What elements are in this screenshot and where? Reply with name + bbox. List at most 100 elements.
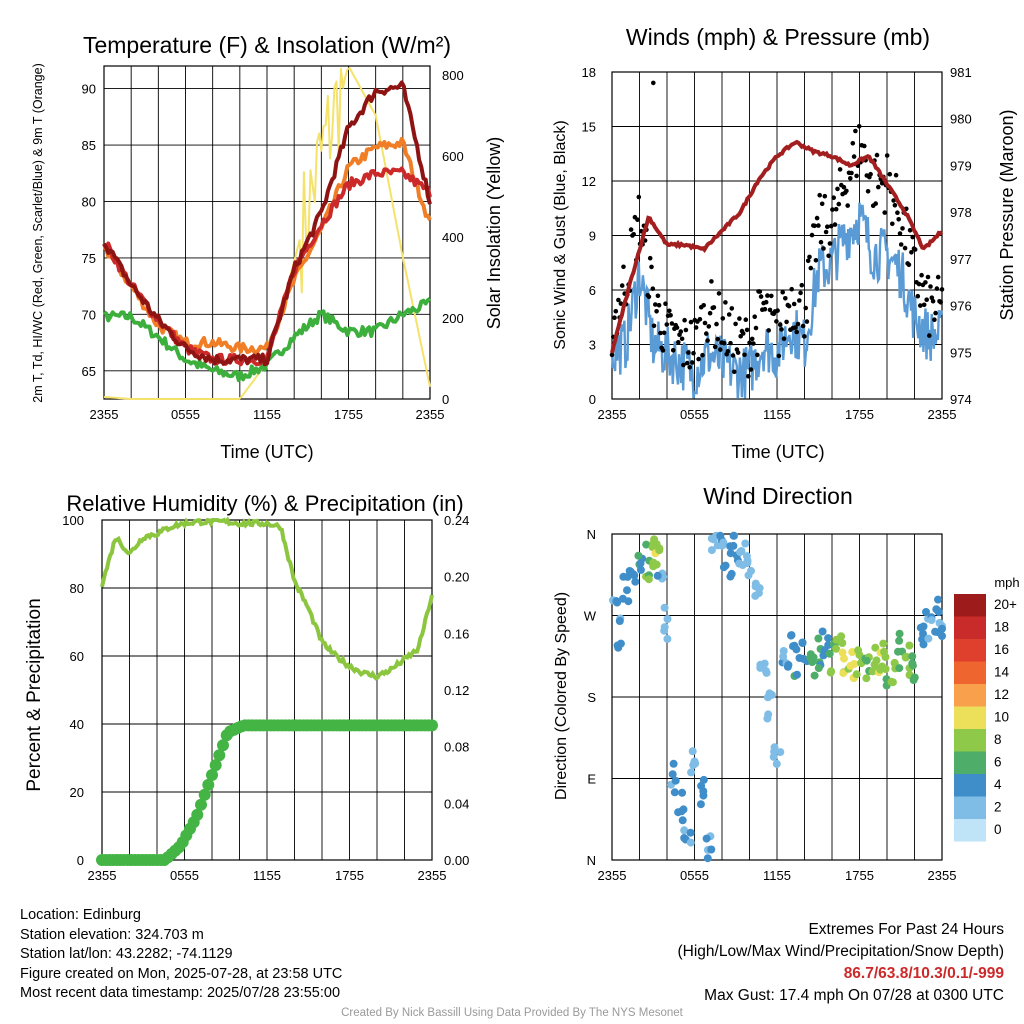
wind-gust-point bbox=[609, 352, 615, 358]
wind-gust-point bbox=[777, 322, 783, 328]
dir-point bbox=[776, 748, 785, 757]
wind-gust-point bbox=[733, 321, 738, 327]
dir-legend-label: 10 bbox=[994, 710, 1009, 725]
dir-point bbox=[772, 759, 781, 768]
wind-gust-point bbox=[938, 300, 943, 305]
temp-ytick-label: 90 bbox=[82, 82, 96, 97]
wind-gust-point bbox=[898, 242, 904, 247]
dir-xtick-label: 1755 bbox=[845, 868, 874, 883]
dir-point bbox=[895, 636, 904, 645]
rh-xtick-label: 0555 bbox=[170, 868, 199, 883]
dir-legend-swatch bbox=[954, 639, 986, 662]
wind-gust-point bbox=[893, 172, 899, 178]
dir-point bbox=[895, 664, 904, 673]
wind-gust-point bbox=[742, 352, 747, 358]
wind-gust-point bbox=[686, 350, 691, 355]
wind-gust-point bbox=[912, 247, 918, 252]
wind-y2tick-label: 981 bbox=[950, 65, 972, 80]
wind-gust-point bbox=[732, 369, 737, 375]
wind-gust-point bbox=[832, 222, 838, 227]
rh-ytick-label: 60 bbox=[70, 649, 84, 664]
wind-gust-point bbox=[654, 309, 659, 314]
wind-gust-point bbox=[747, 340, 752, 346]
wind-gust-point bbox=[751, 341, 756, 346]
temp-ylabel: 2m T, Td, HI/WC (Red, Green, Scarlet/Blu… bbox=[31, 63, 45, 402]
dir-point bbox=[809, 653, 818, 662]
wind-gust-point bbox=[711, 305, 717, 310]
dir-point bbox=[770, 747, 779, 756]
dir-legend-label: 16 bbox=[994, 642, 1009, 657]
wind-gust-point bbox=[814, 215, 820, 221]
wind-y2tick-label: 976 bbox=[950, 299, 972, 314]
wind-gust-point bbox=[753, 325, 759, 331]
wind-gust-point bbox=[933, 310, 938, 316]
wind-gust-point bbox=[776, 353, 782, 359]
wind-gust-point bbox=[915, 293, 921, 299]
wind-gust-point bbox=[835, 186, 840, 192]
wind-gust-point bbox=[767, 307, 773, 313]
wind-gust-point bbox=[688, 319, 694, 325]
station-location: Location: Edinburg bbox=[20, 907, 141, 923]
wind-ytick-label: 6 bbox=[589, 283, 596, 298]
dir-point bbox=[663, 634, 672, 643]
wind-ytick-label: 12 bbox=[582, 174, 596, 189]
wind-gust-point bbox=[612, 315, 617, 321]
wind-gust-point bbox=[636, 194, 642, 200]
wind-gust-point bbox=[631, 232, 636, 237]
dir-xtick-label: 2355 bbox=[928, 868, 957, 883]
wind-y2tick-label: 975 bbox=[950, 345, 972, 360]
rh-ytick-label: 80 bbox=[70, 581, 84, 596]
dir-point bbox=[680, 826, 689, 835]
wind-gust-point bbox=[681, 362, 686, 368]
wind-gust-point bbox=[850, 141, 856, 146]
wind-gust-point bbox=[803, 305, 808, 311]
wind-gust-point bbox=[697, 317, 703, 322]
wind-gust-point bbox=[793, 325, 798, 330]
rh-precip-point bbox=[206, 769, 218, 781]
dir-legend-swatch bbox=[954, 819, 986, 842]
wind-gust-point bbox=[902, 245, 908, 251]
wind-gust-point bbox=[621, 264, 626, 270]
wind-gust-point bbox=[799, 282, 805, 288]
wind-gust-point bbox=[868, 171, 873, 177]
dir-point bbox=[931, 627, 940, 636]
dir-ytick-label: E bbox=[587, 772, 596, 787]
dir-point bbox=[934, 608, 943, 617]
wind-gust-point bbox=[821, 246, 826, 251]
dir-point bbox=[798, 639, 807, 647]
wind-gust-point bbox=[786, 303, 792, 309]
wind-gust-point bbox=[854, 173, 859, 179]
temp-ytick-label: 80 bbox=[82, 194, 96, 209]
dir-point bbox=[901, 653, 910, 662]
wind-gust-point bbox=[800, 323, 806, 329]
wind-gust-point bbox=[831, 195, 836, 200]
dir-point bbox=[642, 540, 651, 549]
extremes-title: Extremes For Past 24 Hours bbox=[808, 921, 1004, 938]
wind-y2tick-label: 980 bbox=[950, 112, 972, 127]
wind-gust-point bbox=[939, 287, 945, 292]
wind-y2tick-label: 974 bbox=[950, 392, 972, 407]
dir-point bbox=[741, 539, 750, 548]
wind-gust-point bbox=[876, 184, 881, 190]
wind-gust-point bbox=[707, 310, 713, 316]
dir-point bbox=[854, 646, 863, 655]
dir-point bbox=[636, 559, 645, 568]
temp-xtick-label: 1755 bbox=[334, 407, 363, 422]
dir-point bbox=[871, 643, 880, 652]
dir-point bbox=[614, 643, 623, 652]
wind-gust-point bbox=[927, 333, 932, 338]
wind-gust-point bbox=[809, 232, 815, 238]
wind-gust-point bbox=[900, 226, 905, 231]
wind-gust-point bbox=[816, 223, 821, 228]
wind-gust-point bbox=[728, 340, 733, 346]
dir-point bbox=[814, 634, 823, 643]
dir-point bbox=[696, 800, 705, 809]
rh-series-rh bbox=[100, 516, 434, 681]
dir-point bbox=[938, 632, 946, 640]
dir-point bbox=[636, 565, 645, 574]
wind-gust-point bbox=[726, 312, 732, 317]
temp-y2tick-label: 200 bbox=[442, 311, 464, 326]
dir-point bbox=[699, 775, 708, 784]
